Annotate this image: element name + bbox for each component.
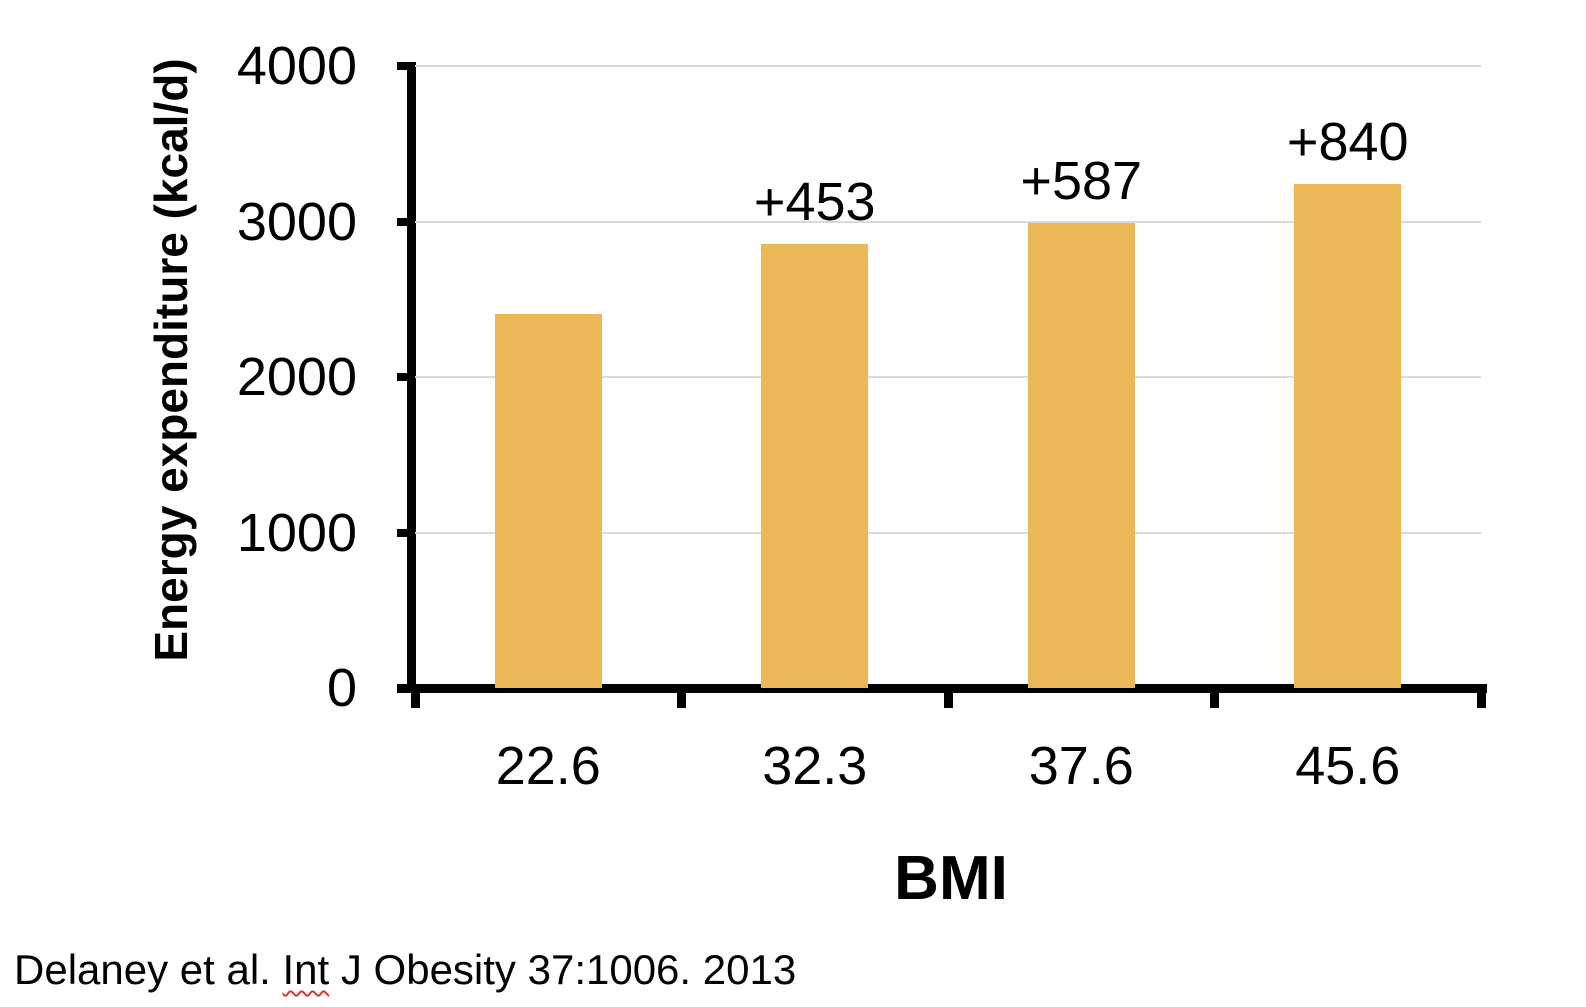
citation-prefix: Delaney et al. [14, 946, 283, 993]
x-tick-label: 45.6 [1295, 736, 1401, 796]
bar-value-label: +453 [753, 171, 876, 232]
x-tick-label: 22.6 [495, 736, 601, 796]
x-tick-mark [677, 689, 686, 708]
bar-value-label: +840 [1286, 111, 1409, 172]
x-tick-mark [1210, 689, 1219, 708]
x-tick-mark [1476, 689, 1486, 708]
citation-misspelled-word: Int [282, 946, 330, 993]
y-tick-mark [397, 528, 411, 537]
citation-suffix: J Obesity 37:1006. 2013 [329, 946, 797, 993]
y-tick-label: 3000 [236, 191, 357, 252]
y-tick-mark [397, 217, 411, 226]
x-axis-line [397, 684, 1487, 693]
y-axis-line [407, 62, 416, 693]
x-tick-mark [410, 689, 420, 708]
bar [1027, 222, 1135, 688]
y-tick-label: 1000 [236, 502, 357, 563]
y-tick-label: 4000 [236, 36, 357, 96]
y-tick-label: 0 [326, 658, 357, 718]
x-tick-label: 37.6 [1028, 736, 1134, 796]
gridline [415, 65, 1481, 67]
bar [761, 243, 869, 688]
gridline [415, 220, 1481, 223]
bar-value-label: +587 [1020, 150, 1143, 211]
x-tick-mark [943, 689, 953, 708]
bar [494, 314, 602, 688]
x-tick-label: 32.3 [762, 736, 868, 796]
gridline [415, 376, 1481, 378]
gridline [415, 531, 1481, 534]
y-tick-label: 2000 [236, 347, 357, 407]
x-axis-title: BMI [894, 844, 1008, 913]
bar [1294, 183, 1402, 688]
y-tick-mark [397, 373, 411, 381]
y-tick-mark [397, 684, 411, 692]
y-tick-mark [397, 62, 411, 70]
citation: Delaney et al. Int J Obesity 37:1006. 20… [14, 944, 796, 996]
